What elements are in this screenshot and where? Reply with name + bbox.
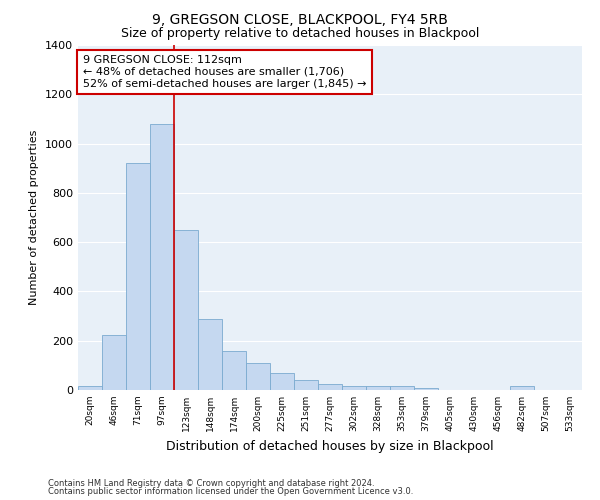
Text: 9 GREGSON CLOSE: 112sqm
← 48% of detached houses are smaller (1,706)
52% of semi: 9 GREGSON CLOSE: 112sqm ← 48% of detache… xyxy=(83,56,367,88)
Bar xyxy=(294,380,318,390)
Bar xyxy=(414,388,438,390)
Bar xyxy=(126,164,150,390)
Bar xyxy=(198,318,222,390)
Y-axis label: Number of detached properties: Number of detached properties xyxy=(29,130,40,305)
Bar xyxy=(270,373,294,390)
Bar xyxy=(150,124,174,390)
Bar xyxy=(222,351,246,390)
Text: Contains public sector information licensed under the Open Government Licence v3: Contains public sector information licen… xyxy=(48,487,413,496)
Bar xyxy=(390,386,414,390)
Bar xyxy=(246,364,270,390)
Bar xyxy=(78,386,102,390)
Bar xyxy=(174,230,198,390)
Text: 9, GREGSON CLOSE, BLACKPOOL, FY4 5RB: 9, GREGSON CLOSE, BLACKPOOL, FY4 5RB xyxy=(152,12,448,26)
Text: Contains HM Land Registry data © Crown copyright and database right 2024.: Contains HM Land Registry data © Crown c… xyxy=(48,478,374,488)
Bar xyxy=(342,386,366,390)
Bar xyxy=(366,386,390,390)
Text: Size of property relative to detached houses in Blackpool: Size of property relative to detached ho… xyxy=(121,28,479,40)
Bar xyxy=(102,334,126,390)
X-axis label: Distribution of detached houses by size in Blackpool: Distribution of detached houses by size … xyxy=(166,440,494,452)
Bar xyxy=(510,386,534,390)
Bar xyxy=(318,384,342,390)
